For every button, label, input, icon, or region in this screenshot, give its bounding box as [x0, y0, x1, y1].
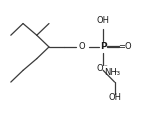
Text: OH: OH: [97, 16, 110, 25]
Text: ⁻: ⁻: [104, 64, 108, 70]
Text: P: P: [100, 42, 107, 51]
Text: +: +: [113, 69, 118, 74]
Text: OH: OH: [108, 93, 121, 102]
Text: NH₃: NH₃: [104, 68, 120, 77]
Text: O: O: [97, 64, 103, 73]
Text: =O: =O: [118, 42, 132, 51]
Text: O: O: [79, 42, 85, 51]
